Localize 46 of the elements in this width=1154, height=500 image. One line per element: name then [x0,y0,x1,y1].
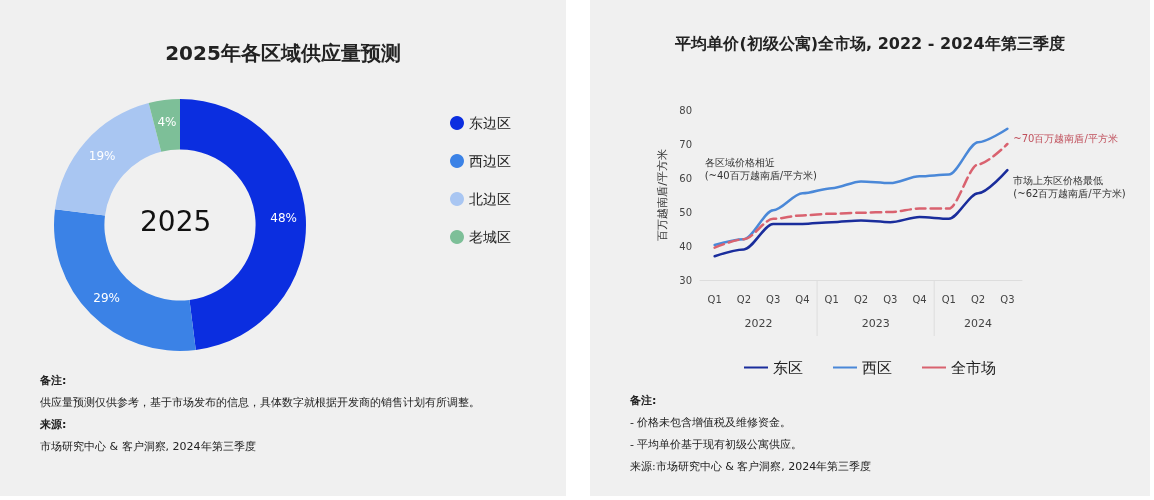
source-note: 来源: [40,417,68,433]
y-axis-title: 百万越南盾/平方米 [656,149,669,241]
x-tick-label: Q3 [883,293,898,305]
text: 市场研究中心 & 客户洞察, 2024年第三季度 [40,439,257,455]
text: - 平均单价基于现有初级公寓供应。 [630,437,804,453]
y-tick-label: 80 [679,104,692,116]
x-tick-label: Q4 [795,293,810,305]
data-label: 29% [93,291,120,306]
text: 2024 [964,317,993,330]
annotation: 市场上东区价格最低 (~62百万越南盾/平方米) [1013,175,1126,200]
legend-label: 东区 [773,358,803,377]
x-tick-label: Q3 [766,293,781,305]
legend-label: 北边区 [469,191,511,207]
annotation: ~70百万越南盾/平方米 [1013,133,1118,144]
y-tick-label: 70 [679,138,692,150]
legend-label: 全市场 [951,358,996,377]
y-tick-label: 60 [679,172,692,184]
y-tick-label: 30 [679,274,692,286]
text: 供应量预测仅供参考，基于市场发布的信息，具体数字就根据开发商的销售计划有所调整。 [40,395,481,411]
y-tick-label: 50 [679,206,692,218]
data-label: 4% [157,115,177,130]
y-tick-label: 40 [679,240,692,252]
text: 2023 [861,317,890,330]
x-tick-label: Q1 [824,293,839,305]
legend-label: 西边区 [469,153,511,169]
text: 2022 [744,317,773,330]
text: - 价格未包含增值税及维修资金。 [630,415,793,431]
legend-label: 西区 [862,358,892,377]
legend-label: 老城区 [469,229,511,245]
chart-title: 2025年各区域供应量预测 [165,41,401,65]
data-label: 48% [270,211,297,226]
text: 2025 [140,204,212,238]
x-tick-label: Q1 [707,293,722,305]
source-note: 来源:市场研究中心 & 客户洞察, 2024年第三季度 [630,459,873,475]
text: 备注: [630,393,658,409]
data-label: 19% [88,149,116,164]
legend-label: 东边区 [469,115,511,131]
x-tick-label: Q1 [941,293,956,305]
x-tick-label: Q3 [1000,293,1015,305]
x-tick-label: Q2 [853,293,869,305]
x-tick-label: Q2 [736,293,752,305]
chart-title: 平均单价(初级公寓)全市场, 2022 - 2024年第三季度 [674,33,1065,53]
annotation: 各区域价格相近 (~40百万越南盾/平方米) [704,157,818,182]
text: 备注: [40,373,68,389]
x-tick-label: Q2 [970,293,986,305]
x-tick-label: Q4 [912,293,927,305]
